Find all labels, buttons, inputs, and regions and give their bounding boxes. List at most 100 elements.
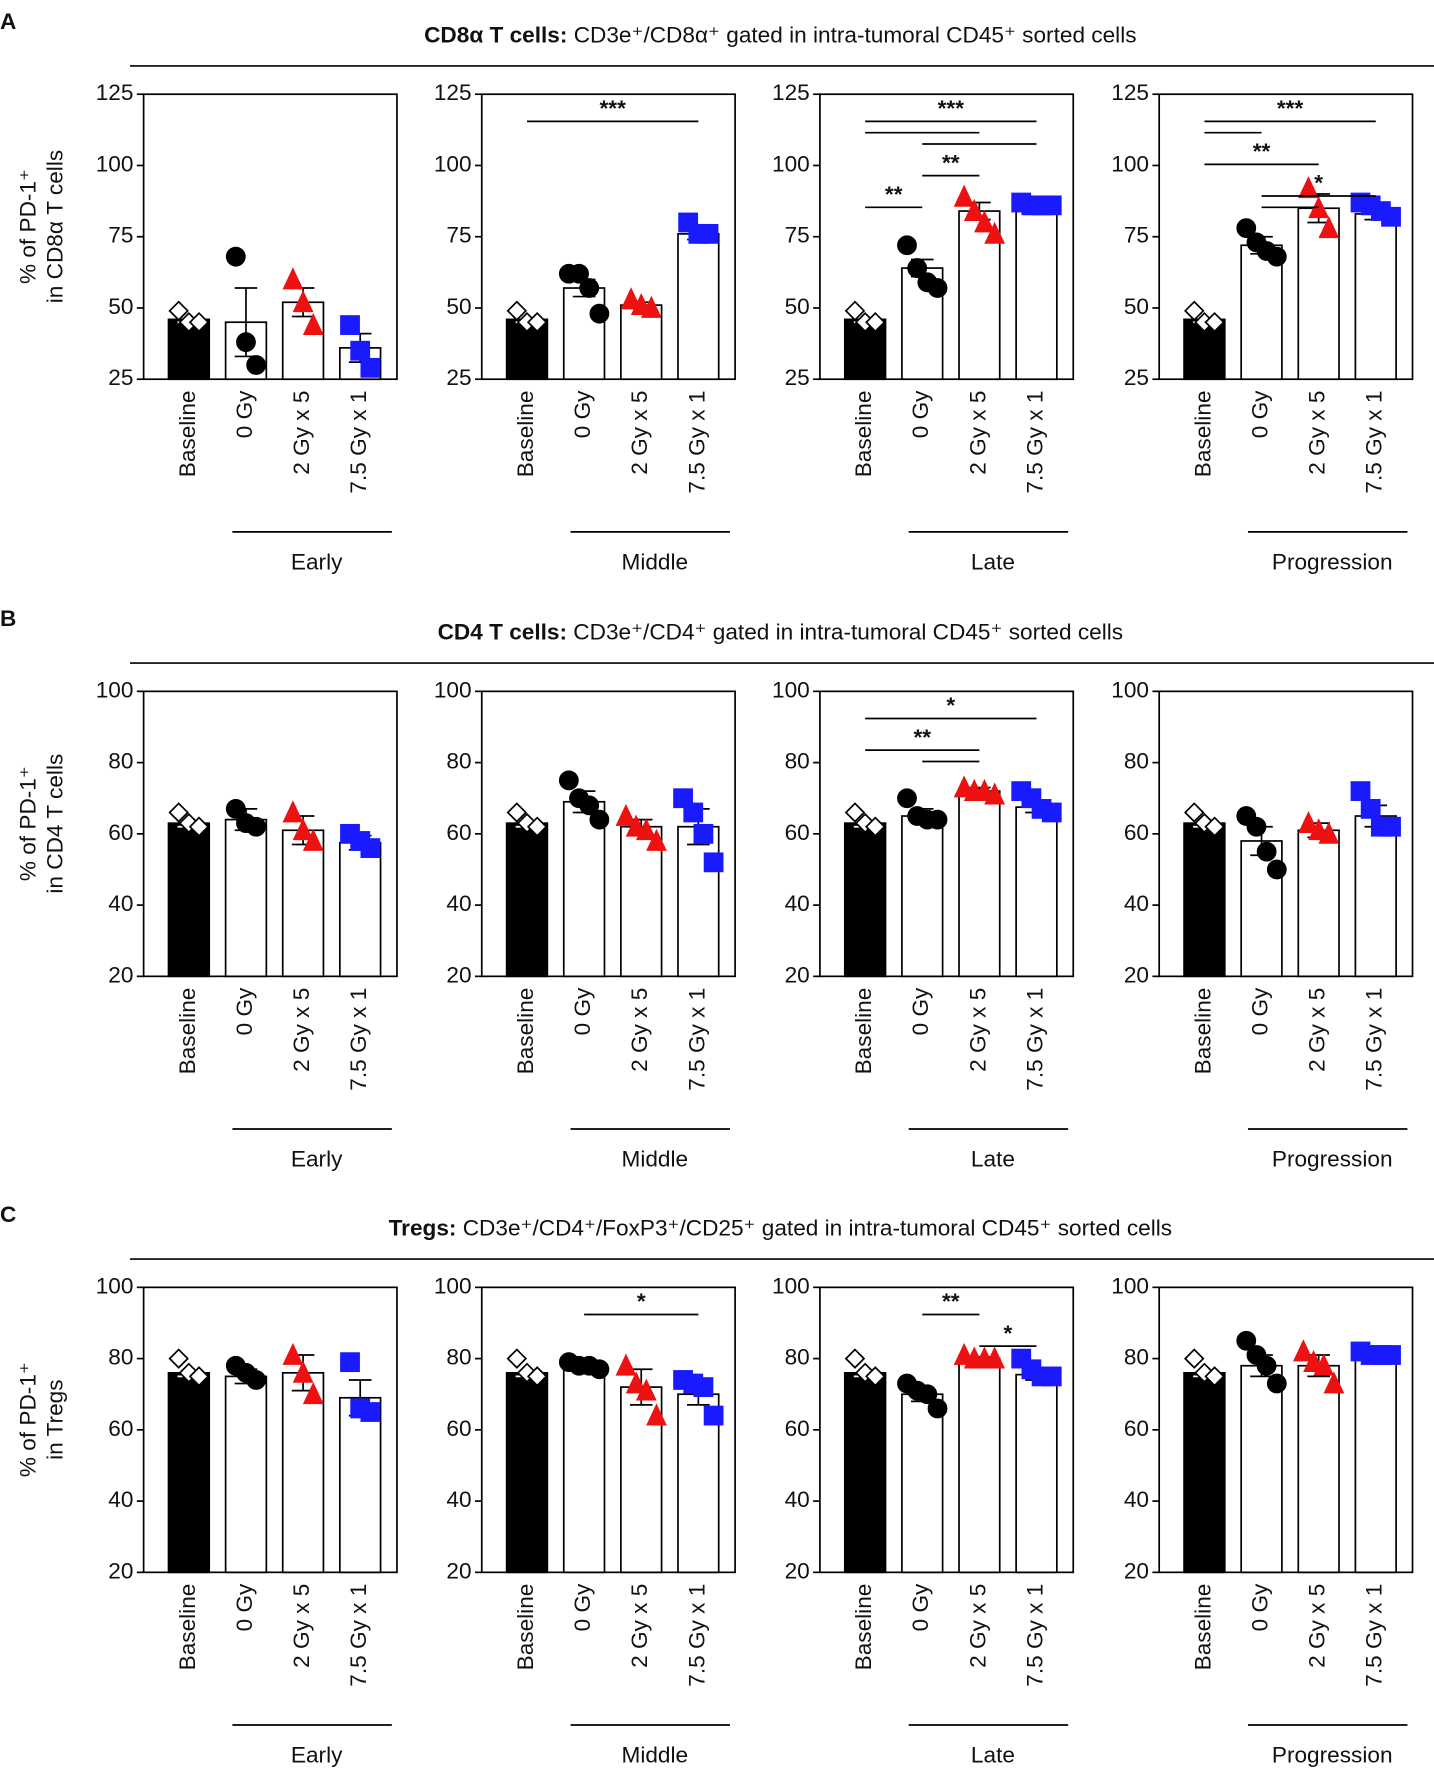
y-tick-label: 125 xyxy=(1111,80,1149,105)
y-tick-label: 25 xyxy=(108,365,133,390)
bar xyxy=(1354,1354,1397,1574)
significance-label: ** xyxy=(1253,139,1271,164)
data-point xyxy=(246,355,267,375)
data-point xyxy=(302,828,324,851)
y-tick-label: 80 xyxy=(785,1345,810,1370)
data-point xyxy=(1204,816,1225,837)
bar xyxy=(505,1371,549,1574)
row-title-bold: Tregs: xyxy=(389,1216,457,1241)
data-point xyxy=(506,300,528,322)
y-tick-label: 100 xyxy=(96,151,134,176)
data-point xyxy=(1204,1366,1225,1387)
y-tick-label: 40 xyxy=(785,1487,810,1512)
plot-frame xyxy=(142,690,398,978)
plot-frame xyxy=(142,93,398,381)
y-tick-label: 25 xyxy=(446,365,471,390)
x-tick-label: 7.5 Gy x 1 xyxy=(1362,988,1387,1091)
bar xyxy=(281,1371,325,1574)
x-tick-label: Baseline xyxy=(1190,1584,1215,1671)
bar xyxy=(167,822,211,978)
y-axis-label: in CD4 T cells xyxy=(43,754,68,894)
x-tick-label: 2 Gy x 5 xyxy=(965,391,990,475)
x-tick-label: Baseline xyxy=(1190,988,1215,1075)
x-tick-label: 0 Gy xyxy=(570,1583,595,1631)
data-point xyxy=(625,1371,647,1394)
bar xyxy=(620,825,663,978)
y-tick-label: 60 xyxy=(446,820,471,845)
y-tick-label: 40 xyxy=(1124,1487,1149,1512)
data-point xyxy=(927,278,948,298)
y-tick-label: 50 xyxy=(446,294,471,319)
x-tick-label: 7.5 Gy x 1 xyxy=(684,988,709,1091)
bar xyxy=(1183,822,1226,978)
y-tick-label: 75 xyxy=(785,223,810,248)
y-tick-label: 100 xyxy=(434,677,472,702)
group-label: Late xyxy=(971,1147,1015,1172)
data-point xyxy=(292,818,314,841)
data-point xyxy=(917,1384,938,1405)
data-point xyxy=(188,1366,210,1387)
y-tick-label: 20 xyxy=(1124,1558,1149,1583)
y-tick-label: 20 xyxy=(446,962,471,987)
data-point xyxy=(246,1370,267,1390)
data-point xyxy=(897,788,917,809)
data-point xyxy=(526,1366,548,1387)
y-axis-label: % of PD-1⁺ xyxy=(15,169,40,284)
data-point xyxy=(225,799,246,819)
y-tick-label: 60 xyxy=(108,1416,133,1441)
x-tick-label: Baseline xyxy=(851,988,876,1075)
bar xyxy=(505,822,549,978)
x-tick-label: 0 Gy xyxy=(1248,390,1273,438)
x-tick-label: 2 Gy x 5 xyxy=(1305,391,1330,475)
y-tick-label: 80 xyxy=(446,749,471,774)
x-tick-label: 0 Gy xyxy=(908,1583,933,1631)
significance-label: ** xyxy=(885,182,903,207)
x-tick-label: 0 Gy xyxy=(908,987,933,1035)
y-tick-label: 100 xyxy=(434,151,472,176)
y-tick-label: 50 xyxy=(1124,294,1149,319)
y-tick-label: 60 xyxy=(446,1416,471,1441)
significance-label: * xyxy=(1004,1321,1013,1346)
data-point xyxy=(984,221,1006,244)
bar xyxy=(1297,1364,1340,1574)
data-point xyxy=(1323,1371,1345,1394)
group-label: Middle xyxy=(621,1743,688,1768)
panel-letter: A xyxy=(0,9,16,34)
panel-letter: C xyxy=(0,1202,16,1227)
data-point xyxy=(360,357,381,378)
bar xyxy=(1183,1371,1226,1574)
data-point xyxy=(1318,821,1340,844)
x-tick-label: 2 Gy x 5 xyxy=(289,988,314,1072)
bar xyxy=(1354,815,1397,978)
data-point xyxy=(302,1382,324,1405)
row-title: CD8α T cells: CD3e⁺/CD8α⁺ gated in intra… xyxy=(424,23,1136,48)
x-tick-label: 7.5 Gy x 1 xyxy=(1362,391,1387,494)
data-point xyxy=(865,816,886,837)
data-point xyxy=(579,795,600,816)
y-tick-label: 125 xyxy=(772,80,810,105)
data-point xyxy=(844,802,866,823)
data-point xyxy=(984,1346,1006,1369)
data-point xyxy=(1298,810,1319,834)
data-point xyxy=(927,1398,948,1419)
data-point xyxy=(703,1405,724,1426)
y-tick-label: 80 xyxy=(1124,749,1149,774)
panel-letter: B xyxy=(0,606,16,631)
y-axis-label: % of PD-1⁺ xyxy=(15,1362,40,1477)
data-point xyxy=(1204,311,1225,333)
group-label: Progression xyxy=(1272,550,1393,575)
data-point xyxy=(635,1378,657,1401)
data-point xyxy=(1266,246,1287,267)
data-point xyxy=(1381,816,1401,837)
data-point xyxy=(1360,799,1381,819)
bar xyxy=(1240,1364,1283,1574)
data-point xyxy=(844,300,866,322)
x-tick-label: Baseline xyxy=(851,391,876,478)
data-point xyxy=(1381,206,1401,227)
x-tick-label: Baseline xyxy=(513,988,538,1075)
y-tick-label: 50 xyxy=(785,294,810,319)
y-tick-label: 100 xyxy=(772,1273,810,1298)
row-title-bold: CD4 T cells: xyxy=(438,620,567,645)
data-point xyxy=(1041,195,1062,216)
